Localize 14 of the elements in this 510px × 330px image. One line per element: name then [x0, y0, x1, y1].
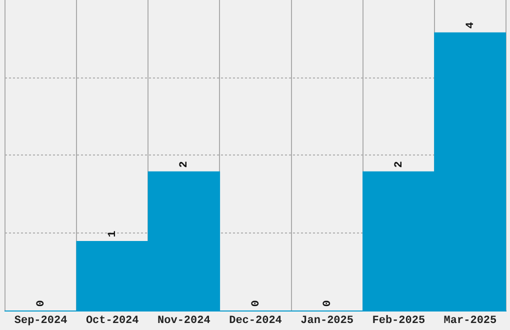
x-tick-label: Dec-2024 — [229, 315, 282, 328]
x-tick-label: Nov-2024 — [158, 315, 211, 328]
data-label: 4 — [464, 22, 477, 29]
x-tick-label: Jan-2025 — [300, 315, 354, 328]
data-label: 2 — [178, 161, 191, 168]
data-label: 2 — [393, 161, 406, 168]
data-label: 0 — [36, 300, 48, 307]
data-label: 0 — [250, 300, 262, 307]
x-tick-label: Feb-2025 — [372, 315, 426, 328]
x-tick-label: Sep-2024 — [14, 315, 68, 328]
data-label: 0 — [322, 300, 334, 307]
data-label: 1 — [107, 230, 120, 238]
x-tick-label: Oct-2024 — [86, 315, 140, 328]
x-tick-label: Mar-2025 — [444, 315, 498, 328]
